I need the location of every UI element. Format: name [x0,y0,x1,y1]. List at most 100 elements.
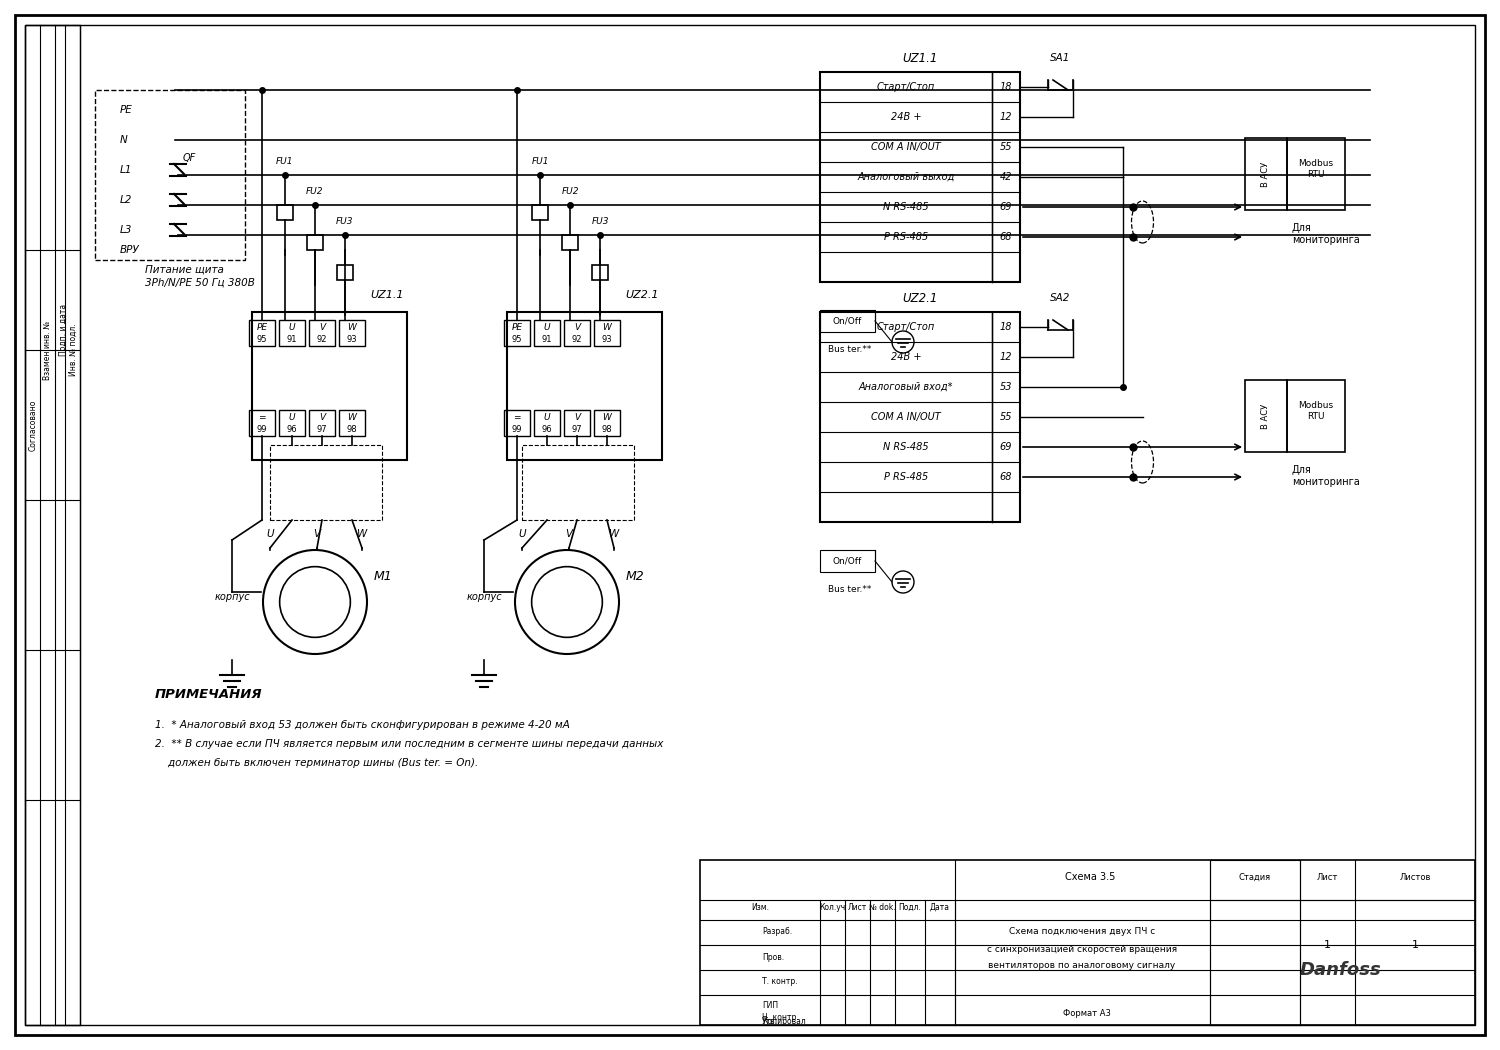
Bar [1245,138,1287,210]
Text: 92: 92 [316,336,327,344]
Text: On/Off: On/Off [833,316,861,326]
Text: 1: 1 [1412,940,1419,950]
Text: 1: 1 [1323,940,1330,950]
Text: 69: 69 [999,202,1012,212]
Bar [594,320,619,346]
Bar [821,310,874,332]
Text: 12: 12 [999,112,1012,122]
Text: Дата: Дата [930,903,950,911]
Text: Изм.: Изм. [752,903,770,911]
Text: Подп. и дата: Подп. и дата [58,303,68,356]
Text: QF: QF [183,153,196,163]
Text: Взамен инв. №: Взамен инв. № [44,320,52,379]
Text: Danfoss: Danfoss [1299,961,1382,979]
Bar [821,72,1020,282]
Text: UZ2.1: UZ2.1 [903,292,938,304]
Bar [522,445,634,520]
Text: 69: 69 [999,442,1012,452]
Bar [534,320,560,346]
Bar [507,312,662,460]
Text: Старт/Стоп: Старт/Стоп [878,82,934,92]
Text: Схема подключения двух ПЧ с: Схема подключения двух ПЧ с [1010,927,1155,937]
Text: 93: 93 [346,336,357,344]
Text: Bus ter.**: Bus ter.** [828,345,872,355]
Text: 1.  * Аналоговый вход 53 должен быть сконфигурирован в режиме 4-20 мА: 1. * Аналоговый вход 53 должен быть скон… [154,720,570,730]
Text: Формат А3: Формат А3 [1064,1009,1112,1018]
Text: U: U [288,414,296,422]
Text: Для: Для [1292,465,1311,475]
Text: № dok.: № dok. [868,903,895,911]
Text: U: U [543,323,550,333]
Text: L3: L3 [120,225,132,235]
Bar [534,410,560,436]
Text: В АСУ: В АСУ [1262,403,1270,428]
Bar [564,320,590,346]
Bar [821,312,1020,522]
Text: 98: 98 [346,425,357,435]
Text: В АСУ: В АСУ [1262,162,1270,187]
Text: N RS-485: N RS-485 [884,442,928,452]
Text: 96: 96 [286,425,297,435]
Text: Инв. № подл.: Инв. № подл. [69,323,78,376]
Bar [504,410,530,436]
Bar [279,320,304,346]
Bar [1287,380,1346,452]
Text: 55: 55 [999,412,1012,422]
Text: Листов: Листов [1400,873,1431,882]
Text: вентиляторов по аналоговому сигналу: вентиляторов по аналоговому сигналу [988,961,1176,969]
Bar [532,205,548,220]
Text: 91: 91 [542,336,552,344]
Text: W: W [348,323,357,333]
Text: V: V [566,529,573,539]
Text: 98: 98 [602,425,612,435]
Text: W: W [348,414,357,422]
Text: Аналоговый выход: Аналоговый выход [858,172,954,182]
Text: Лист: Лист [847,903,867,911]
Text: 2.  ** В случае если ПЧ является первым или последним в сегменте шины передачи д: 2. ** В случае если ПЧ является первым и… [154,739,663,749]
Text: Лист: Лист [1317,873,1338,882]
Bar [1210,860,1300,1025]
Text: U: U [288,323,296,333]
Text: FU2: FU2 [306,187,324,195]
Text: Схема 3.5: Схема 3.5 [1065,872,1114,882]
Bar [562,235,578,250]
Bar [309,410,334,436]
Text: 3Ph/N/PE 50 Гц 380В: 3Ph/N/PE 50 Гц 380В [146,278,255,288]
Bar [308,235,322,250]
Text: 95: 95 [512,336,522,344]
Text: ПРИМЕЧАНИЯ: ПРИМЕЧАНИЯ [154,689,262,701]
Text: 99: 99 [512,425,522,435]
Text: Т. контр.: Т. контр. [762,978,798,987]
Text: 68: 68 [999,472,1012,482]
Text: N RS-485: N RS-485 [884,202,928,212]
Text: Аналоговый вход*: Аналоговый вход* [858,382,954,392]
Bar [1245,380,1287,452]
Text: 93: 93 [602,336,612,344]
Text: UZ2.1: UZ2.1 [626,290,658,300]
Text: Утв.: Утв. [762,1017,778,1027]
Text: Bus ter.**: Bus ter.** [828,586,872,594]
Text: 24В +: 24В + [891,352,921,362]
Bar [278,205,292,220]
Text: 12: 12 [999,352,1012,362]
Text: 97: 97 [572,425,582,435]
Text: =: = [258,414,266,422]
Text: 68: 68 [999,232,1012,242]
Bar [252,312,406,460]
Bar [504,320,530,346]
Text: мониторинга: мониторинга [1292,235,1359,245]
Text: W: W [609,529,619,539]
Text: с синхронизацией скоростей вращения: с синхронизацией скоростей вращения [987,945,1178,953]
Text: COM A IN/OUT: COM A IN/OUT [871,142,940,152]
Bar [592,265,608,280]
Bar [309,320,334,346]
Text: W: W [357,529,368,539]
Text: SA2: SA2 [1050,293,1070,303]
Text: SA1: SA1 [1050,52,1070,63]
Text: Стадия: Стадия [1239,873,1270,882]
Text: Modbus
RTU: Modbus RTU [1299,401,1334,421]
Bar [94,90,244,260]
Text: FU3: FU3 [591,216,609,226]
Text: FU1: FU1 [531,156,549,166]
Text: PE: PE [120,105,132,116]
